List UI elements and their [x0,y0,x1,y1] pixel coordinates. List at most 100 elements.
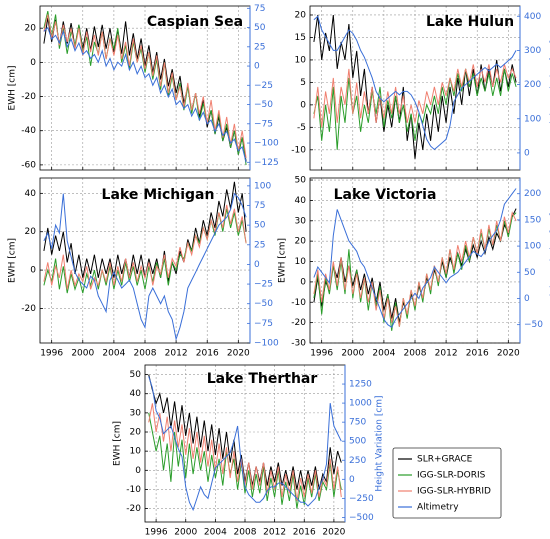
y2-tick-label: 400 [524,12,541,22]
panel: 1996 2000 2004 2008 2012 2016 2020-30-20-10010… [278,176,550,359]
y-tick-label: -20 [21,92,36,102]
y-tick-label: 0 [300,100,306,110]
series-line [43,192,247,342]
legend-label: IGG-SLR-HYBRID [417,487,491,497]
y2-tick-label: 50 [254,23,266,33]
y2-tick-label: 0 [349,475,355,485]
legend-label: IGG-SLR-DORIS [417,471,486,481]
x-tick-label: 2016 [466,349,489,359]
y2-tick-label: −25 [254,81,273,91]
y2-tick-label: 500 [349,437,366,447]
y-tick-label: 15 [295,33,306,43]
x-tick-label: 2000 [174,528,197,538]
y2-tick-label: 0 [524,294,530,304]
x-tick-label: 2008 [234,528,257,538]
y2-tick-label: −500 [349,513,374,523]
y2-tick-label: 100 [254,181,271,191]
y-tick-label: -10 [291,298,306,308]
y2-tick-label: −250 [349,494,374,504]
panel: 1996 2000 2004 2008 2012 2016 2020 -20 0 20 40 −100… [8,177,279,359]
y2-tick-label: 50 [524,268,536,278]
y2-tick-label: 1250 [349,380,372,390]
y-tick-label: -5 [297,123,306,133]
y2-tick-label: −100 [254,339,279,349]
y-tick-label: -30 [291,339,306,349]
y2-tick-label: 1000 [349,399,372,409]
y2-tick-label: 75 [254,4,265,14]
y2-tick-label: 0 [254,62,260,72]
x-tick-label: 2020 [497,349,520,359]
y-tick-label: 40 [295,196,307,206]
y-tick-label: 0 [135,466,141,476]
y2-tick-label: 100 [524,242,541,252]
y2-tick-label: 50 [254,221,266,231]
series-line [148,412,342,509]
x-tick-label: 2012 [165,349,188,359]
y2-tick-label: −50 [254,299,273,309]
y2-tick-label: 25 [254,42,265,52]
legend-label: Altimetry [417,503,459,513]
y2-tick-label: 0 [254,260,260,270]
y-tick-label: 30 [295,216,307,226]
panel-title: Lake Therthar [207,371,318,387]
legend-frame [392,447,502,519]
y-tick-label: 20 [295,10,307,20]
y-tick-label: 5 [300,78,306,88]
y2-tick-label: −50 [254,100,273,110]
x-tick-label: 2000 [71,349,94,359]
y2-tick-label: −75 [254,319,273,329]
y2-tick-label: 75 [254,201,265,211]
series-line [313,64,517,128]
y-axis-label: EWH [cm] [8,238,18,283]
y2-tick-label: −25 [254,280,273,290]
y-tick-label: -10 [126,485,141,495]
panel-title: Lake Victoria [334,187,437,203]
x-tick-label: 2008 [404,349,427,359]
x-tick-label: 2020 [227,349,250,359]
x-tick-label: 2012 [263,528,286,538]
x-tick-label: 2004 [372,349,395,359]
y-tick-label: -20 [126,504,141,514]
y2-tick-label: 150 [524,215,541,225]
y-tick-label: 20 [25,24,37,34]
y2-tick-label: −50 [524,320,543,330]
x-tick-label: 2004 [204,528,227,538]
series-line [43,26,247,163]
series-line [313,212,517,331]
series-line [148,374,342,490]
x-tick-label: 2004 [102,349,125,359]
panel: 1996 2000 2004 2008 2012 2016 2020 -20 -10 0 10 20 3… [113,364,502,538]
y-tick-label: 50 [295,176,307,186]
x-tick-label: 2000 [341,349,364,359]
y-tick-label: 10 [295,55,307,65]
y-tick-label: 40 [130,389,142,399]
y-tick-label: 20 [25,227,37,237]
series-line [43,10,247,165]
y-tick-label: 0 [300,277,306,287]
series-line [313,15,517,151]
y-tick-label: 10 [295,257,307,267]
y-tick-label: 30 [130,408,142,418]
panel: -60 -40 -20 0 20 −125 −100 −75 −50 −25 0 25 50 75 Casp… [8,4,279,171]
series-line [313,68,517,150]
y-tick-label: -20 [21,304,36,314]
y-tick-label: 0 [30,58,36,68]
x-tick-label: 1996 [310,349,333,359]
y2-tick-label: 25 [254,240,265,250]
series-line [313,188,517,329]
y2-tick-label: 250 [349,456,366,466]
series-line [43,14,247,159]
x-tick-label: 2016 [293,528,316,538]
y-tick-label: 20 [130,428,142,438]
y2-tick-label: 0 [524,148,530,158]
y-tick-label: 20 [295,237,307,247]
series-line [148,376,342,512]
x-tick-label: 1996 [145,528,168,538]
panel-title: Lake Michigan [102,187,215,203]
series-line [313,211,517,327]
y2-tick-label: −125 [254,158,279,168]
y2-axis-label: Height Variation [cm] [375,395,385,491]
panel-title: Lake Hulun [426,14,514,30]
y-tick-label: -20 [291,318,306,328]
